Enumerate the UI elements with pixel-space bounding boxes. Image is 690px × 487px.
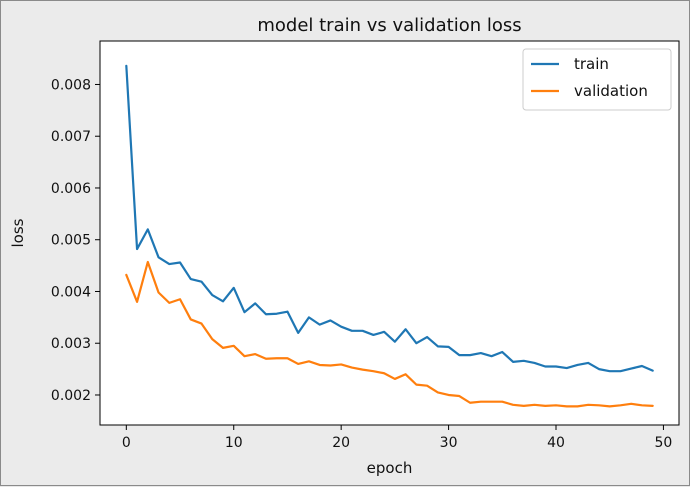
y-tick-label: 0.004 <box>51 284 91 300</box>
y-tick-label: 0.008 <box>51 77 91 93</box>
x-tick-label: 0 <box>122 435 131 451</box>
series-line-validation <box>125 260 654 408</box>
legend-train-label: train <box>574 55 609 73</box>
x-tick-label: 40 <box>547 435 565 451</box>
y-tick-label: 0.003 <box>51 336 91 352</box>
series-lines <box>125 64 654 408</box>
legend-validation-label: validation <box>574 82 648 100</box>
y-tick-label: 0.002 <box>51 388 91 404</box>
x-tick-label: 10 <box>225 435 243 451</box>
x-axis-title: epoch <box>367 459 413 477</box>
x-axis: 0 10 20 30 40 50 <box>122 425 672 451</box>
y-tick-label: 0.005 <box>51 233 91 249</box>
legend-box <box>522 48 672 111</box>
axes-frame <box>99 40 680 426</box>
y-axis: 0.002 0.003 0.004 0.005 0.006 0.007 0.008 <box>51 77 100 404</box>
x-tick-label: 20 <box>332 435 350 451</box>
y-axis-title: loss <box>9 218 27 247</box>
series-line-train <box>125 64 654 373</box>
x-tick-label: 30 <box>440 435 458 451</box>
y-tick-label: 0.006 <box>51 181 91 197</box>
chart-title: model train vs validation loss <box>257 15 521 36</box>
x-tick-label: 50 <box>655 435 673 451</box>
y-tick-label: 0.007 <box>51 129 91 145</box>
legend: train validation <box>522 48 672 111</box>
